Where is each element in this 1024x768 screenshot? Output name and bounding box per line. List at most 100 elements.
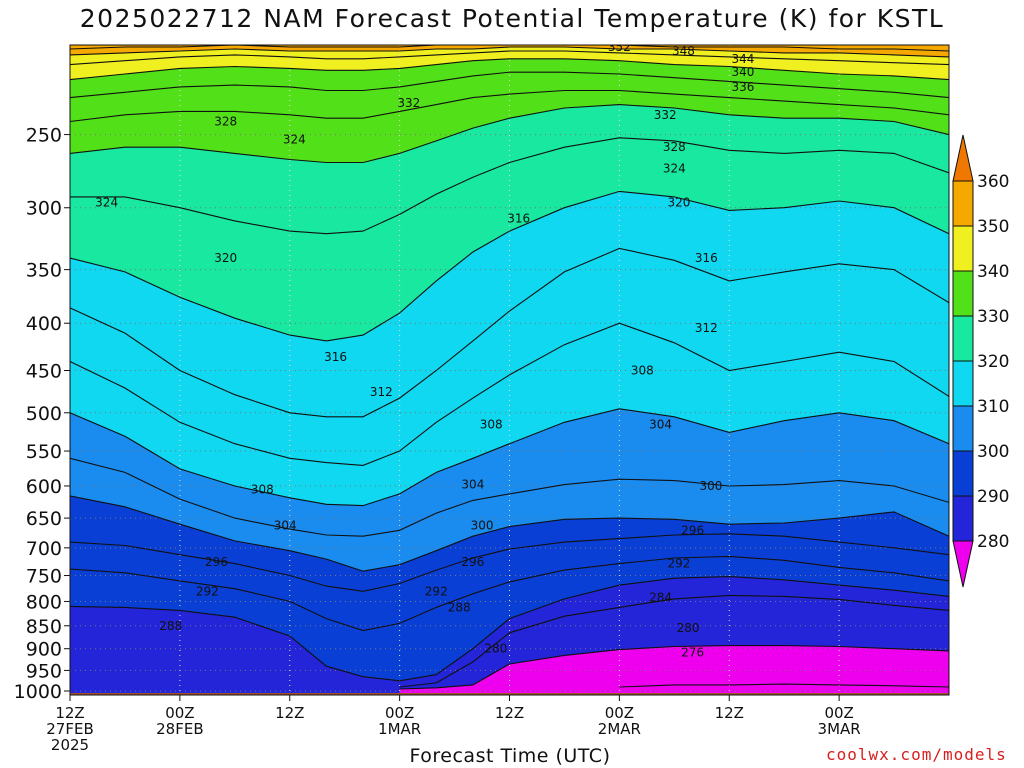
contour-label: 284 [649, 590, 672, 604]
x-tick-label: 2MAR [598, 720, 641, 738]
contour-line [70, 495, 949, 572]
contour-label: 344 [732, 52, 755, 66]
fill-band [70, 72, 949, 122]
contour-line [619, 683, 949, 688]
x-tick-label: 12Z [715, 704, 744, 722]
contour-line [70, 45, 949, 52]
contour-line [70, 137, 949, 235]
contour-label: 308 [251, 482, 274, 496]
x-tick-label: 12Z [495, 704, 524, 722]
x-tick-label: 00Z [824, 704, 853, 722]
colorbar-label: 300 [977, 442, 1009, 462]
chart-title: 2025022712 NAM Forecast Potential Temper… [79, 4, 945, 33]
contour-line [70, 555, 949, 632]
contour-label: 296 [681, 523, 704, 537]
contour-label: 292 [425, 584, 448, 598]
colorbar-label: 330 [977, 307, 1009, 327]
y-tick-label: 850 [26, 616, 62, 638]
colorbar-label: 290 [977, 487, 1009, 507]
y-tick-label: 750 [26, 566, 62, 588]
colorbar-label: 340 [977, 262, 1009, 282]
x-tick-label: 2025 [51, 736, 89, 754]
colorbar-segment [952, 315, 974, 362]
colorbar-segment [952, 405, 974, 452]
x-tick-label: 00Z [165, 704, 194, 722]
y-tick-label: 250 [26, 125, 62, 147]
contour-label: 332 [397, 96, 420, 110]
fill-band [70, 248, 949, 466]
contour-label: 308 [631, 363, 654, 377]
fill-band [70, 495, 949, 592]
contour-label: 316 [324, 350, 347, 364]
contour-label: 336 [732, 80, 755, 94]
colorbar-segment [952, 495, 974, 542]
contour-line [70, 190, 949, 342]
contour-label: 320 [667, 195, 690, 209]
fill-band [70, 51, 949, 80]
y-tick-label: 400 [26, 313, 62, 335]
contour-line [70, 71, 949, 99]
colorbar-label: 360 [977, 172, 1009, 192]
contour-label: 324 [283, 132, 306, 146]
contour-line [70, 576, 949, 682]
y-tick-label: 900 [26, 639, 62, 661]
x-tick-label: 28FEB [156, 720, 203, 738]
ground-surface [70, 693, 949, 695]
contour-line [70, 89, 949, 123]
y-tick-label: 950 [26, 660, 62, 682]
contour-label: 300 [471, 518, 494, 532]
contour-label: 348 [672, 44, 695, 58]
contour-label: 280 [484, 642, 507, 656]
y-tick-label: 800 [26, 591, 62, 613]
contour-label: 308 [480, 418, 503, 432]
contour-label: 288 [448, 600, 471, 614]
contour-label: 316 [507, 211, 530, 225]
y-tick-label: 500 [26, 403, 62, 425]
x-tick-label: 12Z [55, 704, 84, 722]
contour-label: 312 [370, 385, 393, 399]
colorbar-label: 320 [977, 352, 1009, 372]
fill-band [70, 90, 949, 163]
fill-band [399, 645, 949, 695]
colorbar-arrow-top [952, 134, 974, 182]
colorbar-segment [952, 270, 974, 317]
contour-line [70, 50, 949, 66]
contour-line [70, 247, 949, 418]
y-tick-label: 550 [26, 441, 62, 463]
fill-band [70, 533, 949, 631]
x-tick-label: 00Z [385, 704, 414, 722]
contour-line [70, 533, 949, 592]
contour-line [70, 408, 949, 507]
contour-label: 276 [681, 645, 704, 659]
y-tick-label: 650 [26, 508, 62, 530]
colorbar-segment [952, 360, 974, 407]
contour-line [399, 645, 949, 690]
contour-label: 292 [196, 584, 219, 598]
contour-label: 328 [214, 115, 237, 129]
x-tick-label: 3MAR [818, 720, 861, 738]
contour-line [70, 104, 949, 164]
contour-label: 292 [667, 557, 690, 571]
x-tick-label: 00Z [605, 704, 634, 722]
y-tick-label: 600 [26, 476, 62, 498]
colorbar-arrow-bottom [952, 540, 974, 588]
contour-line [70, 457, 949, 537]
contour-label: 288 [159, 619, 182, 633]
x-tick-label: 1MAR [378, 720, 421, 738]
contour-label: 300 [699, 479, 722, 493]
y-tick-label: 1000 [14, 681, 62, 703]
contour-line [70, 58, 949, 81]
colorbar-segment [952, 180, 974, 227]
colorbar-label: 280 [977, 532, 1009, 552]
contour-label: 320 [214, 251, 237, 265]
fill-band [70, 45, 949, 57]
fill-band [70, 104, 949, 234]
y-tick-label: 350 [26, 260, 62, 282]
contour-label: 304 [274, 518, 297, 532]
contour-label: 324 [663, 161, 686, 175]
colorbar-segment [952, 450, 974, 497]
contour-label: 304 [649, 418, 672, 432]
contour-label: 296 [205, 555, 228, 569]
y-tick-label: 300 [26, 198, 62, 220]
